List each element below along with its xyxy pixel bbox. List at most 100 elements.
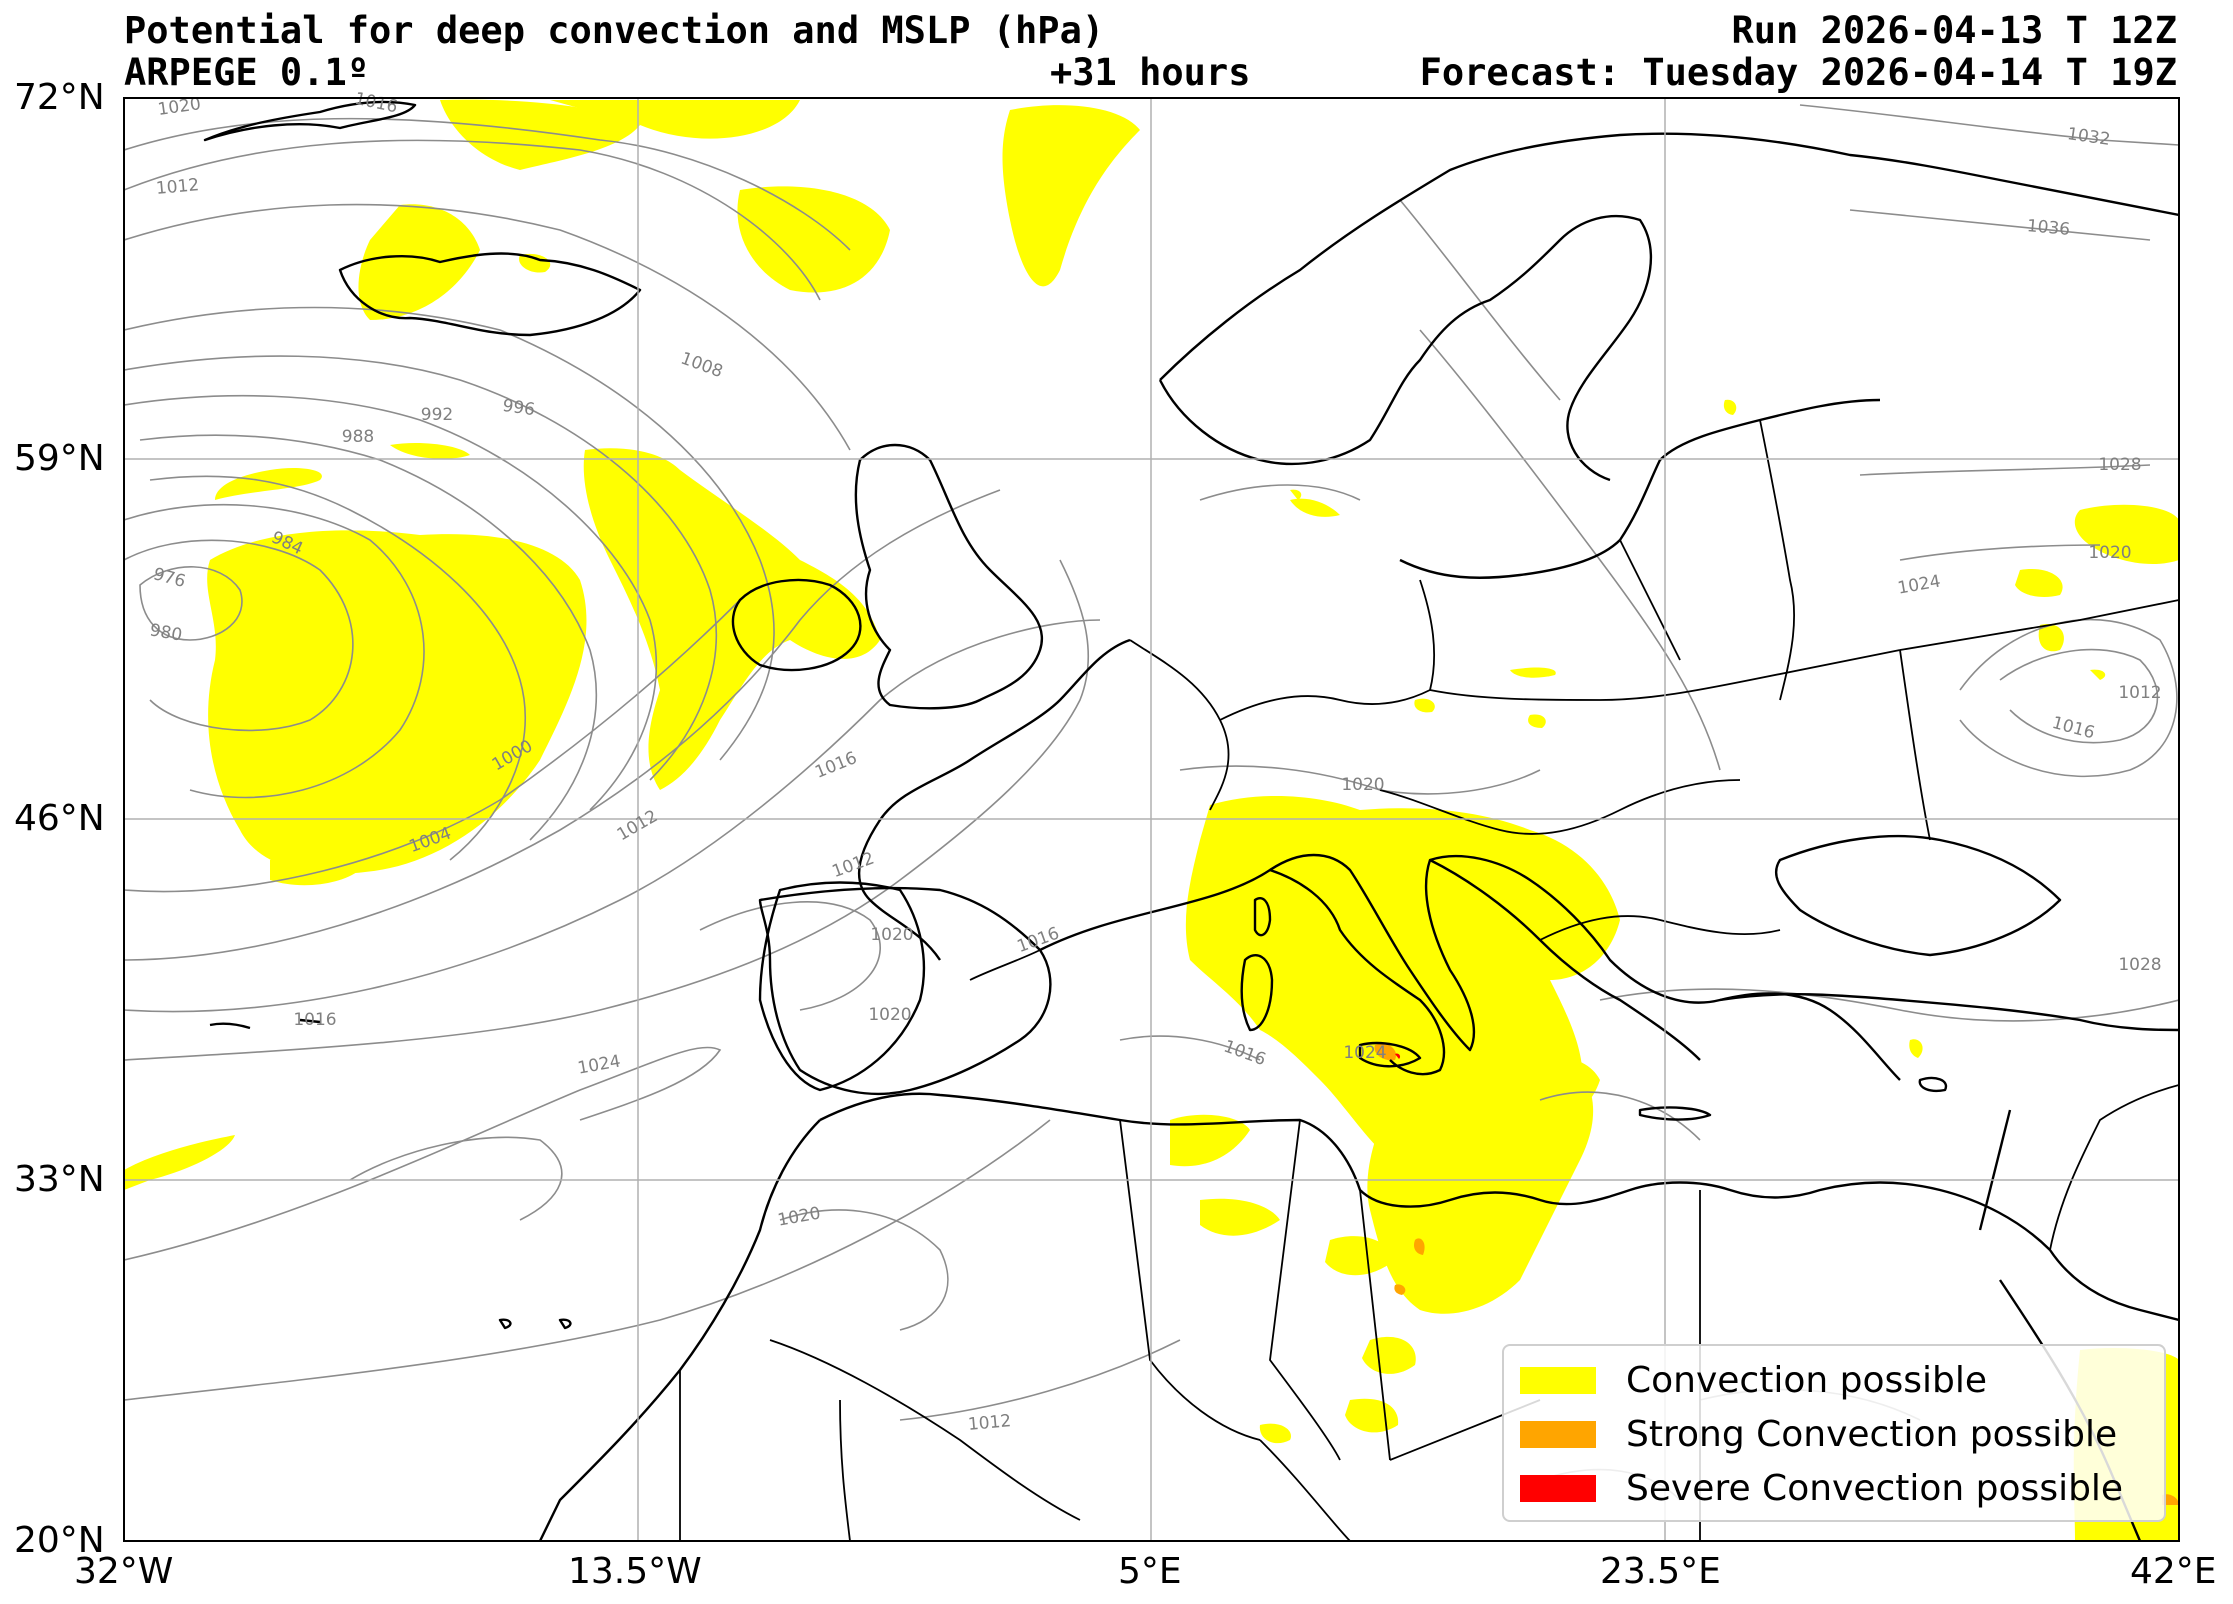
isobar-label: 976 [151,564,188,592]
convection-area [1259,1423,1291,1444]
morocco-coast [538,1119,821,1541]
isobar-label: 1020 [2088,543,2131,563]
isobar-label: 1016 [2050,713,2097,744]
convection-area [207,530,587,874]
border [1759,419,1795,701]
lon-label-32W: 32°W [74,1551,174,1592]
strong-convection-area [1413,1238,1425,1255]
isobar [1849,209,2151,241]
isobar [124,117,851,251]
isobar [1599,988,2179,1022]
isobar [124,306,775,761]
isobar [1119,1035,1261,1061]
border [1259,1439,1351,1541]
isobar [149,475,526,861]
convection-area [390,443,470,459]
isobar [124,355,718,781]
italy-coast [1269,868,1446,1076]
isobar-label: 1020 [776,1203,822,1230]
crete-coast [1638,1106,1712,1121]
convection-area [2038,624,2064,652]
convection-area [2015,569,2063,597]
border [1539,915,1781,941]
border [769,1339,1081,1521]
isobar-label: 1012 [967,1411,1012,1435]
strong-convection-area [1374,1043,1396,1061]
isobar-label: 1028 [2098,455,2141,475]
convection-area [737,186,890,293]
map-frame [123,97,2180,1542]
border [1129,639,1230,811]
isobar [899,1339,1181,1421]
sicily-coast [1358,1041,1422,1068]
isobar [124,559,1090,1061]
borders [679,419,2179,1541]
corsica-coast [1253,897,1272,937]
isobar-label: 1024 [1343,1043,1386,1063]
isobar [1799,104,2179,146]
convection-area [1290,489,1302,500]
convection-area [1723,399,1737,415]
convection-area [1362,1336,1416,1374]
convection-area [1170,1114,1250,1167]
legend-item-strong: Strong Convection possible [1520,1414,2117,1455]
convection-area [1510,667,1556,678]
isobar [139,566,243,641]
map-title: Potential for deep convection and MSLP (… [124,9,1105,52]
legend: Convection possible Strong Convection po… [1502,1344,2166,1522]
isobar [699,901,881,1011]
convection-area [1528,714,1546,728]
isobar [124,1046,722,1261]
convection-area [1002,105,1140,287]
strong-convection-areas [1374,1043,2179,1505]
border [839,1399,851,1541]
isobar-label: 1016 [353,89,399,118]
border [969,949,1041,981]
isobar-label: 1016 [812,748,860,783]
isobar-label: 1024 [576,1051,622,1078]
border [1219,689,1431,721]
black-sea-coast [1774,834,2062,957]
legend-item-severe: Severe Convection possible [1520,1467,2124,1509]
border [1119,1119,1261,1441]
convection-area [2074,504,2179,565]
isobar-label: 988 [342,427,374,447]
ireland-coast [731,578,862,672]
strong-convection-area [1394,1284,1406,1295]
isobar-label: 1036 [2026,216,2071,240]
isobar [124,489,1001,961]
isobar [124,203,851,451]
lat-label-72: 72°N [14,77,105,118]
convection-area [124,1135,235,1190]
scandinavia-coast [1158,132,2179,482]
coastlines [203,100,2179,1541]
turkey-coast [1719,993,2179,1032]
isobar-label: 1012 [155,175,200,199]
greenland-coast [203,100,417,142]
gridlines [124,98,2179,1541]
convection-area [1345,1398,1399,1433]
strong-convection-area [2162,1494,2179,1505]
convection-area [1414,698,1435,713]
border [1899,599,2179,651]
forecast-time: Forecast: Tuesday 2026-04-14 T 19Z [1419,51,2177,94]
legend-swatch-strong [1520,1420,1596,1448]
border [2049,1084,2179,1251]
model-name: ARPEGE 0.1º [124,51,370,94]
isobar-label: 1012 [2118,683,2161,703]
legend-item-convection: Convection possible [1520,1360,1987,1401]
isobar [124,599,741,893]
isobar-label: 1032 [2066,124,2112,150]
convection-area [1200,1198,1280,1236]
legend-label-severe: Severe Convection possible [1626,1467,2124,1509]
border [1419,579,1436,691]
balkan-coast [1429,858,1701,1061]
convection-area [519,253,551,273]
border [1619,539,1681,661]
lon-label-23.5E: 23.5°E [1600,1551,1721,1592]
isobar-label: 1024 [1896,571,1942,598]
lat-label-46: 46°N [14,798,105,839]
severe-convection-areas [1395,1053,1401,1059]
isobar [1999,648,2159,744]
